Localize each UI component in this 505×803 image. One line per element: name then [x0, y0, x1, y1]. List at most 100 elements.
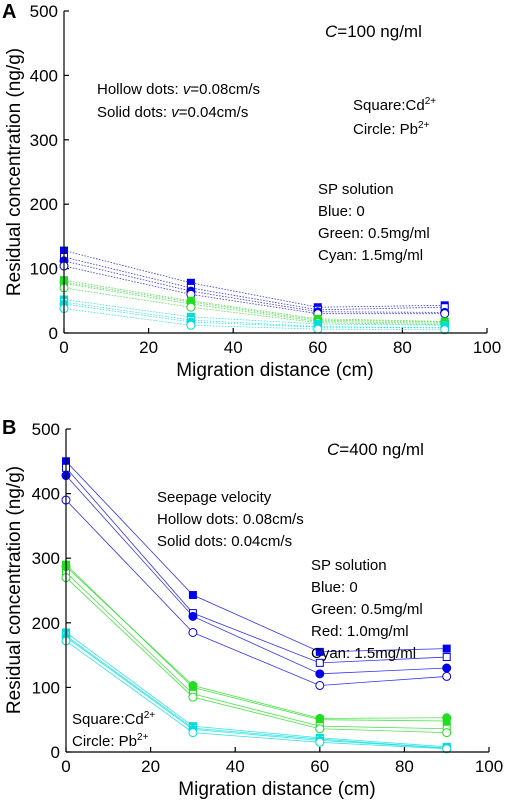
y-tick-label: 400 [30, 66, 58, 85]
data-point-circle [442, 713, 452, 723]
y-tick-label: 0 [51, 743, 60, 762]
data-point-circle [188, 680, 198, 690]
series-line [63, 308, 445, 331]
data-point-square [442, 644, 451, 653]
series-line [65, 566, 447, 719]
series-line [65, 564, 447, 722]
y-tick-label: 300 [30, 131, 58, 150]
square-annotation-a: Square:Cd2+ [353, 96, 436, 114]
x-tick-label: 40 [224, 338, 243, 357]
x-tick-label: 100 [475, 757, 503, 776]
seepage-hollow-b: Hollow dots: 0.08cm/s [157, 511, 304, 528]
data-point-circle [442, 744, 452, 754]
circle-annotation-a: Circle: Pb2+ [353, 120, 430, 138]
panel-label-a: A [2, 1, 16, 23]
data-point-circle [315, 680, 325, 690]
data-point-square [315, 647, 324, 656]
data-point-square [188, 591, 197, 600]
sp-red-b: Red: 1.0mg/ml [311, 623, 409, 640]
seepage-solid-b: Solid dots: 0.04cm/s [157, 533, 292, 550]
series-line [63, 256, 445, 311]
series-line [65, 632, 447, 748]
square-annotation-b: Square:Cd2+ [72, 710, 155, 728]
y-tick-label: 200 [30, 195, 58, 214]
y-tick-label: 500 [30, 2, 58, 21]
y-axis-label-a: Residual concentration (ng/g) [4, 48, 25, 296]
y-tick-label: 500 [32, 420, 60, 439]
series-line [65, 640, 447, 750]
y-tick-label: 400 [32, 485, 60, 504]
data-point-circle [188, 627, 198, 637]
series-line [65, 461, 447, 653]
x-tick-label: 80 [395, 757, 414, 776]
sp-green-b: Green: 0.5mg/ml [311, 601, 423, 618]
series-line [63, 299, 445, 326]
sp-blue-b: Blue: 0 [311, 579, 358, 596]
sp-blue-a: Blue: 0 [318, 203, 365, 220]
series-markers-a [59, 246, 450, 335]
data-point-circle [442, 728, 452, 738]
data-point-circle [315, 669, 325, 679]
y-tick-label: 200 [32, 614, 60, 633]
series-lines-b [65, 461, 447, 750]
x-tick-label: 0 [61, 757, 70, 776]
data-point-circle [440, 309, 450, 319]
series-line [65, 636, 447, 749]
series-line [63, 283, 445, 324]
series-line [65, 467, 447, 664]
x-axis-label-b: Migration distance (cm) [178, 779, 375, 800]
y-tick-label: 0 [49, 324, 58, 343]
data-point-circle [188, 692, 198, 702]
x-tick-label: 0 [59, 338, 68, 357]
concentration-annotation-b: C=400 ng/ml [327, 440, 424, 459]
data-point-circle [188, 728, 198, 738]
panel-label-b: B [2, 417, 16, 439]
series-line [63, 279, 445, 322]
x-tick-label: 20 [139, 338, 158, 357]
x-tick-label: 100 [473, 338, 501, 357]
y-axis-label-b: Residual concentration (ng/g) [4, 466, 25, 714]
x-tick-label: 60 [308, 338, 327, 357]
hollow-dots-annotation-a: Hollow dots: v=0.08cm/s [97, 81, 260, 98]
series-lines-a [63, 250, 445, 331]
data-point-square [315, 658, 324, 667]
data-point-circle [188, 611, 198, 621]
series-line [65, 475, 447, 675]
series-line [65, 577, 447, 734]
series-line [65, 499, 447, 686]
sp-cyan-b: Cyan: 1.5mg/ml [311, 645, 416, 662]
data-point-circle [313, 324, 323, 334]
data-point-circle [315, 713, 325, 723]
series-line [63, 281, 445, 323]
panel-b: B 0 20 40 60 80 100 0 100 200 300 400 500 Migration… [2, 417, 503, 800]
solid-dots-annotation-a: Solid dots: v=0.04cm/s [97, 104, 248, 121]
sp-solution-title-a: SP solution [318, 181, 394, 198]
series-line [63, 287, 445, 326]
panel-a: A 0 20 40 60 80 100 0 100 200 300 400 500 Migration… [2, 1, 501, 381]
seepage-title-b: Seepage velocity [157, 489, 272, 506]
x-tick-label: 60 [310, 757, 329, 776]
data-point-square [442, 653, 451, 662]
series-line [65, 572, 447, 730]
series-line [63, 265, 445, 315]
y-tick-label: 100 [30, 260, 58, 279]
data-point-circle [442, 663, 452, 673]
sp-cyan-a: Cyan: 1.5mg/ml [318, 247, 423, 264]
series-line [63, 250, 445, 308]
x-axis-label-a: Migration distance (cm) [176, 360, 373, 381]
axis-ticks-a: 0 20 40 60 80 100 0 100 200 300 400 500 [30, 2, 502, 357]
data-point-circle [315, 724, 325, 734]
data-point-circle [186, 320, 196, 330]
sp-solution-title-b: SP solution [311, 557, 387, 574]
concentration-annotation-a: C=100 ng/ml [325, 22, 422, 41]
circle-annotation-b: Circle: Pb2+ [72, 732, 149, 750]
series-line [65, 635, 447, 749]
series-line [63, 260, 445, 313]
y-tick-label: 300 [32, 549, 60, 568]
sp-green-a: Green: 0.5mg/ml [318, 225, 430, 242]
y-tick-label: 100 [32, 678, 60, 697]
axis-ticks-b: 0 20 40 60 80 100 0 100 200 300 400 500 [32, 420, 504, 776]
data-point-circle [440, 325, 450, 335]
series-line [63, 303, 445, 329]
